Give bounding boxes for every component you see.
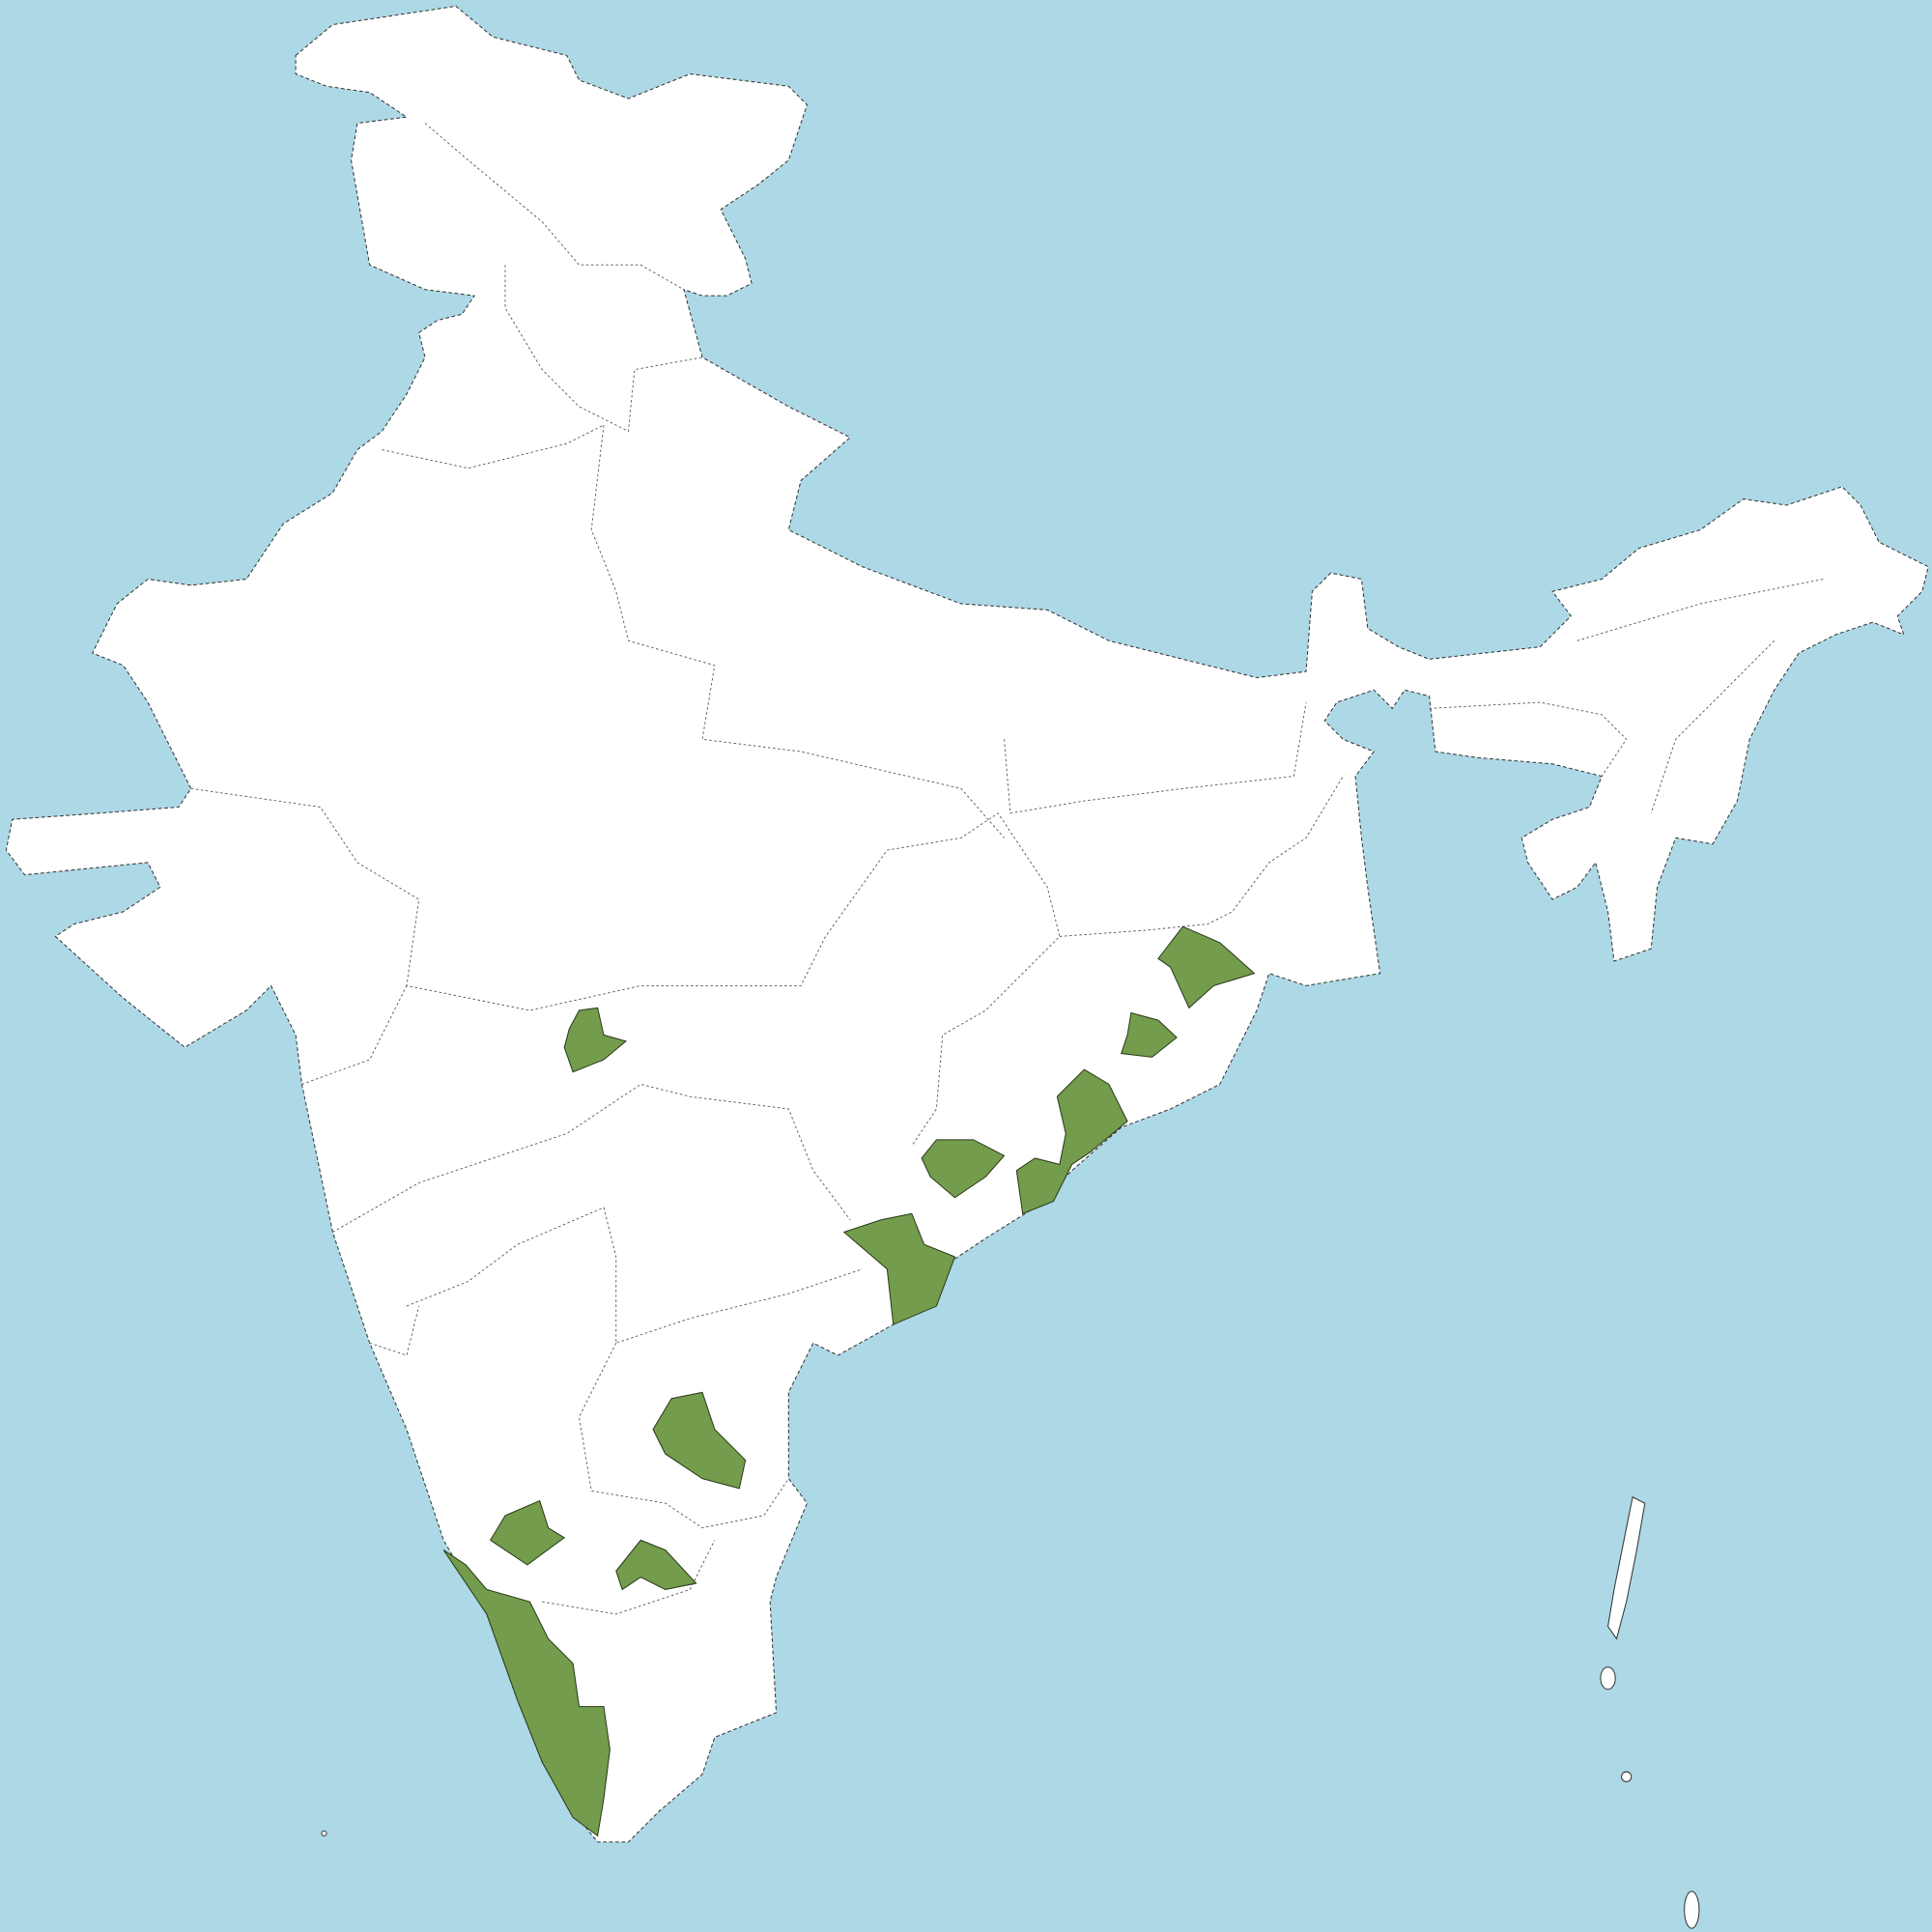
island xyxy=(321,1830,327,1837)
india-mainland xyxy=(5,5,1929,1843)
highlighted-district[interactable] xyxy=(615,1539,697,1591)
island xyxy=(1621,1771,1633,1782)
highlighted-district[interactable] xyxy=(652,1391,747,1490)
island xyxy=(1684,1890,1700,1929)
highlighted-district[interactable] xyxy=(1015,1068,1128,1215)
highlighted-districts xyxy=(442,925,1256,1837)
island xyxy=(1600,1666,1616,1690)
islands xyxy=(321,1495,1700,1929)
highlighted-region-kerala[interactable] xyxy=(442,1549,611,1837)
state-borders xyxy=(190,123,1824,1615)
highlighted-district[interactable] xyxy=(842,1212,956,1325)
highlighted-district[interactable] xyxy=(921,1139,1006,1199)
highlighted-district[interactable] xyxy=(1121,1011,1178,1058)
highlighted-district[interactable] xyxy=(563,1007,628,1073)
andaman-islands xyxy=(1607,1495,1646,1640)
highlighted-district[interactable] xyxy=(1157,925,1256,1009)
highlighted-district[interactable] xyxy=(489,1499,566,1566)
